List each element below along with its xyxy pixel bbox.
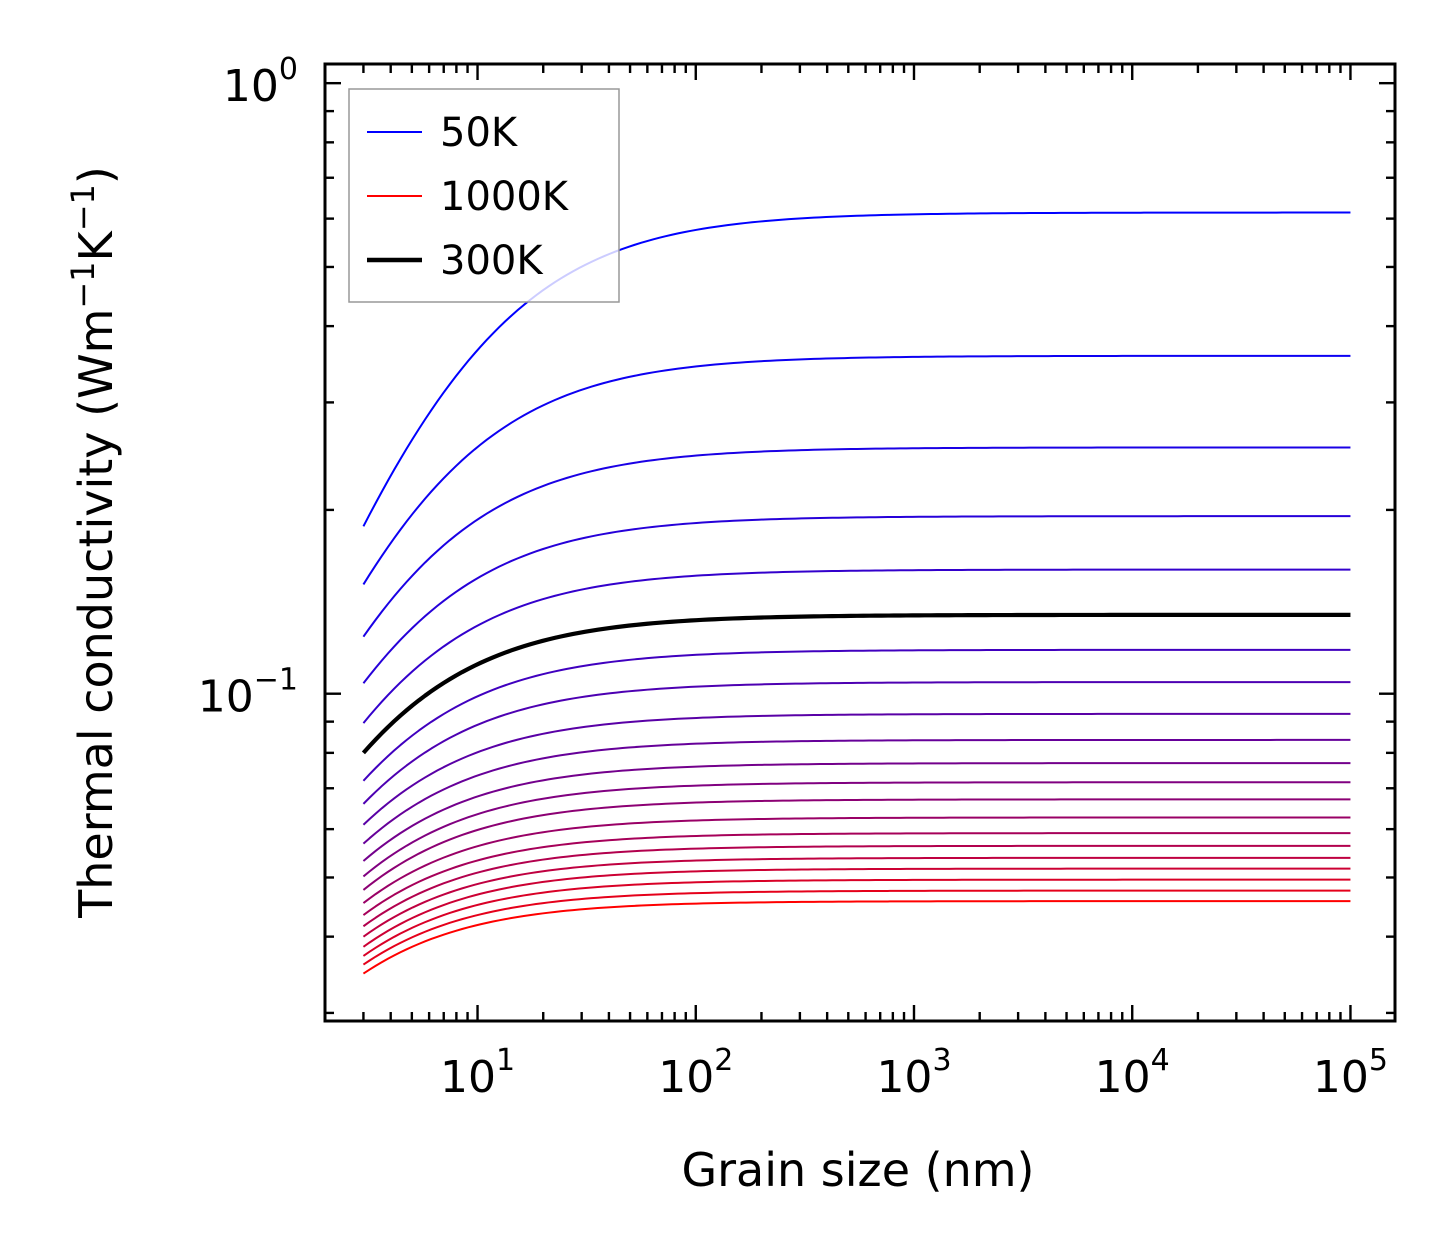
x-tick-label: 105 [1313,1043,1388,1103]
y-title-main: Thermal conductivity (Wm [69,309,123,919]
legend-label-300k: 300K [440,238,544,284]
y-tick-base: 10 [198,672,254,723]
y-title-unit: K [69,229,123,261]
x-tick-label: 103 [876,1043,951,1103]
series-line-1000k [362,900,1351,975]
series-line-curve-1 [362,354,1351,585]
x-tick-exponent: 1 [496,1043,515,1078]
series-line-curve-4 [362,568,1351,724]
plot-frame [323,62,1397,1023]
x-tick-exponent: 2 [714,1043,733,1078]
y-tick-label: 10−1 [198,663,298,723]
legend-entries: 50K 1000K 300K [367,110,570,284]
series-line-curve-17 [362,878,1351,957]
series-line-curve-18 [362,889,1351,966]
series-line-curve-16 [362,867,1351,948]
x-axis-title: Grain size (nm) [682,1143,1035,1197]
series-line-curve-10 [362,781,1351,878]
x-tick-label: 102 [658,1043,733,1103]
x-tick-label: 101 [440,1043,515,1103]
x-tick-base: 10 [658,1052,714,1103]
series-line-curve-9 [362,762,1351,862]
x-tick-exponent: 3 [932,1043,951,1078]
series-line-300k [361,612,1351,755]
series-line-curve-12 [362,816,1351,904]
y-tick-exponent: −1 [254,663,298,698]
series-line-curve-6 [362,681,1351,805]
x-tick-label: 104 [1095,1043,1170,1103]
series-line-curve-3 [362,515,1351,684]
series-layer [361,211,1351,975]
x-tick-base: 10 [1313,1052,1369,1103]
y-axis-title: Thermal conductivity (Wm−1K−1) [64,166,123,919]
x-tick-base: 10 [876,1052,932,1103]
series-line-curve-7 [362,712,1351,826]
series-line-curve-8 [362,738,1351,845]
y-tick-label: 100 [223,52,298,112]
x-tick-base: 10 [440,1052,496,1103]
y-title-exp: −1 [64,261,102,308]
x-tick-exponent: 4 [1151,1043,1170,1078]
y-title-close: ) [69,166,123,184]
series-line-curve-2 [362,446,1351,638]
x-tick-exponent: 5 [1369,1043,1388,1078]
x-tick-base: 10 [1095,1052,1151,1103]
y-title-exp: −1 [64,184,102,231]
y-tick-exponent: 0 [279,52,298,87]
legend-label-50k: 50K [440,110,519,156]
series-line-curve-14 [362,844,1351,928]
y-tick-base: 10 [223,61,279,112]
series-line-curve-13 [362,832,1351,916]
legend: 50K 1000K 300K [348,88,620,303]
series-line-curve-5 [362,648,1351,782]
series-line-curve-11 [362,798,1351,891]
legend-label-1000k: 1000K [440,174,570,220]
series-line-curve-15 [362,856,1351,938]
